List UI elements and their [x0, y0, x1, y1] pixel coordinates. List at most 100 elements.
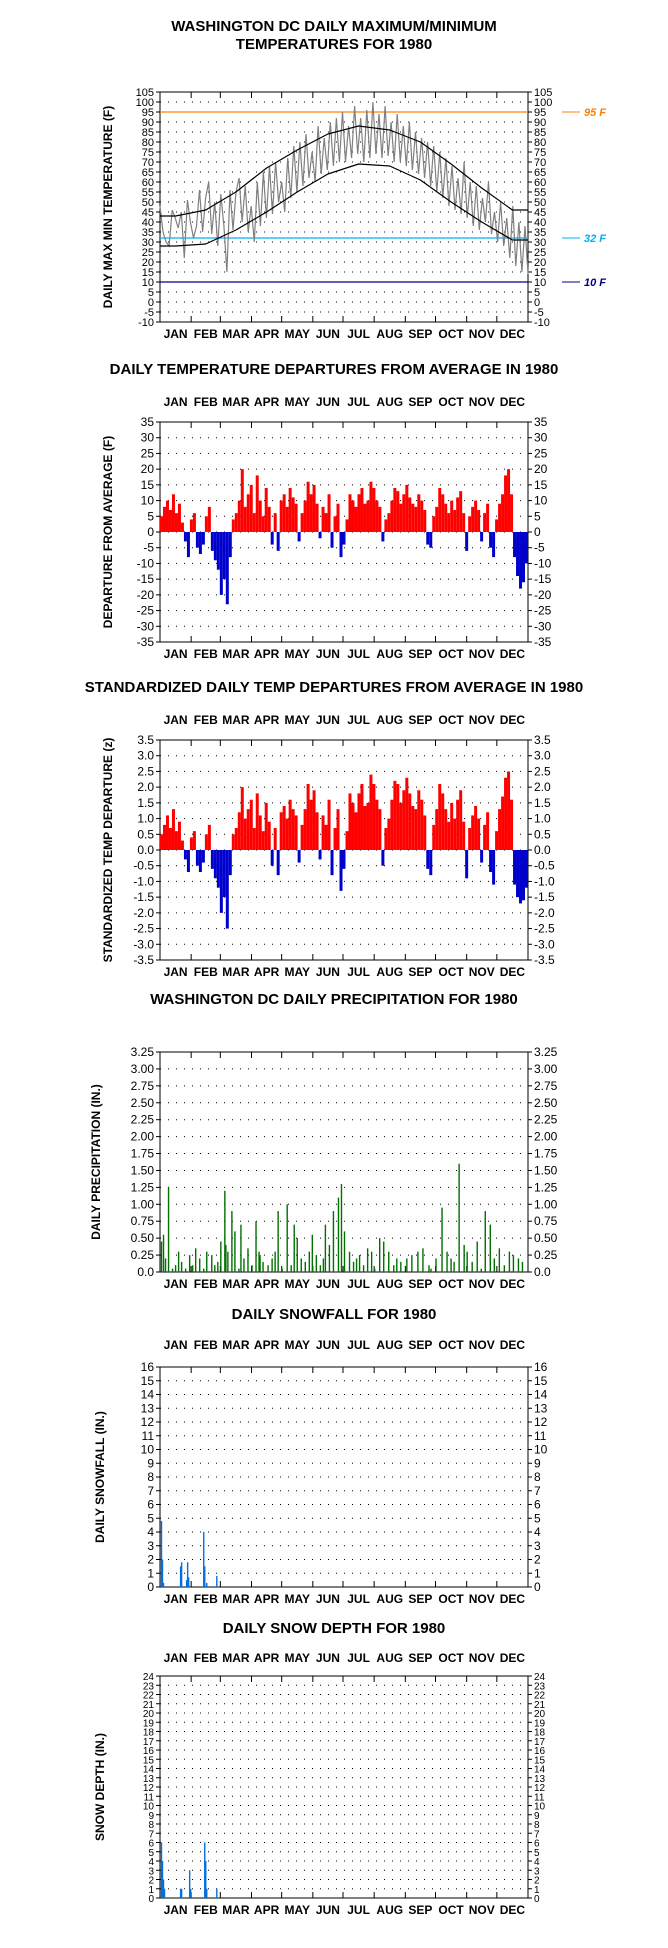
bar [354, 812, 358, 850]
y-tick-label: 3 [148, 1866, 154, 1877]
y-tick-label: 0 [534, 297, 540, 309]
bar [360, 784, 364, 850]
bar [231, 1211, 233, 1272]
bar [498, 1248, 501, 1272]
bar [227, 1251, 229, 1272]
y-tick-label: 45 [142, 207, 154, 219]
bar [521, 1261, 524, 1272]
x-tick-label: JUN [316, 1277, 340, 1291]
bar [201, 850, 205, 863]
x-tick-label: DEC [500, 713, 526, 727]
bar [423, 815, 427, 850]
y-tick-label: 20 [142, 257, 154, 269]
x-tick-label: SEP [408, 1592, 432, 1606]
x-tick-label: FEB [194, 647, 218, 661]
x-tick-label: NOV [469, 965, 495, 979]
bar [468, 516, 472, 532]
bar [351, 500, 355, 532]
bar [324, 824, 328, 850]
bar [432, 824, 436, 850]
bar [489, 1224, 491, 1272]
bar [240, 787, 244, 850]
y-tick-label: 2.50 [534, 1096, 558, 1110]
bar [171, 809, 175, 850]
bar [191, 1265, 194, 1272]
y-axis-label: SNOW DEPTH (IN.) [93, 1733, 107, 1841]
bar [348, 793, 352, 850]
bar [484, 1211, 486, 1272]
y-axis-label: DAILY PRECIPITATION (IN.) [89, 1084, 103, 1240]
y-tick-label: 4 [534, 1525, 541, 1539]
bar [468, 828, 472, 850]
bar [366, 500, 370, 532]
y-tick-label: 2.0 [137, 780, 154, 794]
y-tick-label: -3.0 [133, 937, 154, 951]
bar [360, 488, 364, 532]
bar [522, 850, 526, 901]
bar [192, 831, 196, 850]
bar [252, 513, 256, 532]
bar [161, 1559, 164, 1587]
x-tick-label: AUG [376, 1903, 403, 1917]
x-tick-label: MAY [284, 1277, 310, 1291]
y-tick-label: 4 [147, 1525, 154, 1539]
y-tick-label: 12 [143, 1783, 155, 1794]
bar [399, 802, 403, 850]
y-tick-label: 60 [142, 177, 154, 189]
bar [231, 834, 235, 850]
bar [219, 850, 223, 913]
y-tick-label: 13 [141, 1401, 155, 1415]
bar [243, 1258, 245, 1272]
bar [517, 1258, 520, 1272]
bar [264, 488, 268, 532]
y-tick-label: 60 [534, 177, 546, 189]
bar [285, 818, 289, 850]
y-tick-label: 55 [534, 187, 546, 199]
y-tick-label: 30 [142, 237, 154, 249]
y-tick-label: 30 [141, 431, 155, 445]
bar [258, 815, 262, 850]
y-tick-label: 16 [534, 1746, 546, 1757]
y-tick-label: 90 [142, 117, 154, 129]
bar [375, 500, 379, 532]
x-tick-label: FEB [194, 327, 218, 341]
y-tick-label: 6 [534, 1498, 541, 1512]
bar [420, 500, 424, 532]
bar [192, 513, 196, 532]
bar [362, 1265, 365, 1272]
bar [309, 799, 313, 850]
y-tick-label: 15 [534, 1374, 548, 1388]
bar [480, 850, 484, 863]
bar [279, 500, 283, 532]
y-tick-label: 8 [148, 1820, 154, 1831]
y-tick-label: 10 [534, 494, 548, 508]
y-tick-label: 7 [147, 1484, 154, 1498]
bar [414, 809, 418, 850]
bar [312, 790, 316, 850]
bar [171, 1268, 174, 1272]
bar [508, 1251, 511, 1272]
bar [198, 850, 202, 872]
x-tick-label: DEC [500, 1338, 526, 1352]
bar [471, 506, 475, 532]
y-tick-label: 25 [534, 446, 548, 460]
bar [174, 831, 178, 850]
reference-label: 10 F [584, 277, 606, 289]
y-tick-label: 13 [143, 1774, 155, 1785]
bar [417, 1251, 419, 1272]
y-tick-label: 22 [143, 1691, 155, 1702]
y-tick-label: 5 [534, 509, 541, 523]
x-tick-label: JUL [347, 1277, 370, 1291]
bar [486, 503, 490, 532]
bar [216, 532, 220, 570]
bar [513, 532, 517, 558]
bar [426, 850, 430, 869]
bar [525, 850, 528, 888]
y-tick-label: 2 [534, 1876, 540, 1887]
y-tick-label: -0.5 [133, 859, 154, 873]
bar [453, 818, 457, 850]
y-tick-label: 1.75 [131, 1147, 155, 1161]
y-tick-label: 0 [534, 1894, 540, 1905]
bar [204, 834, 208, 850]
x-tick-label: MAY [284, 1338, 310, 1352]
